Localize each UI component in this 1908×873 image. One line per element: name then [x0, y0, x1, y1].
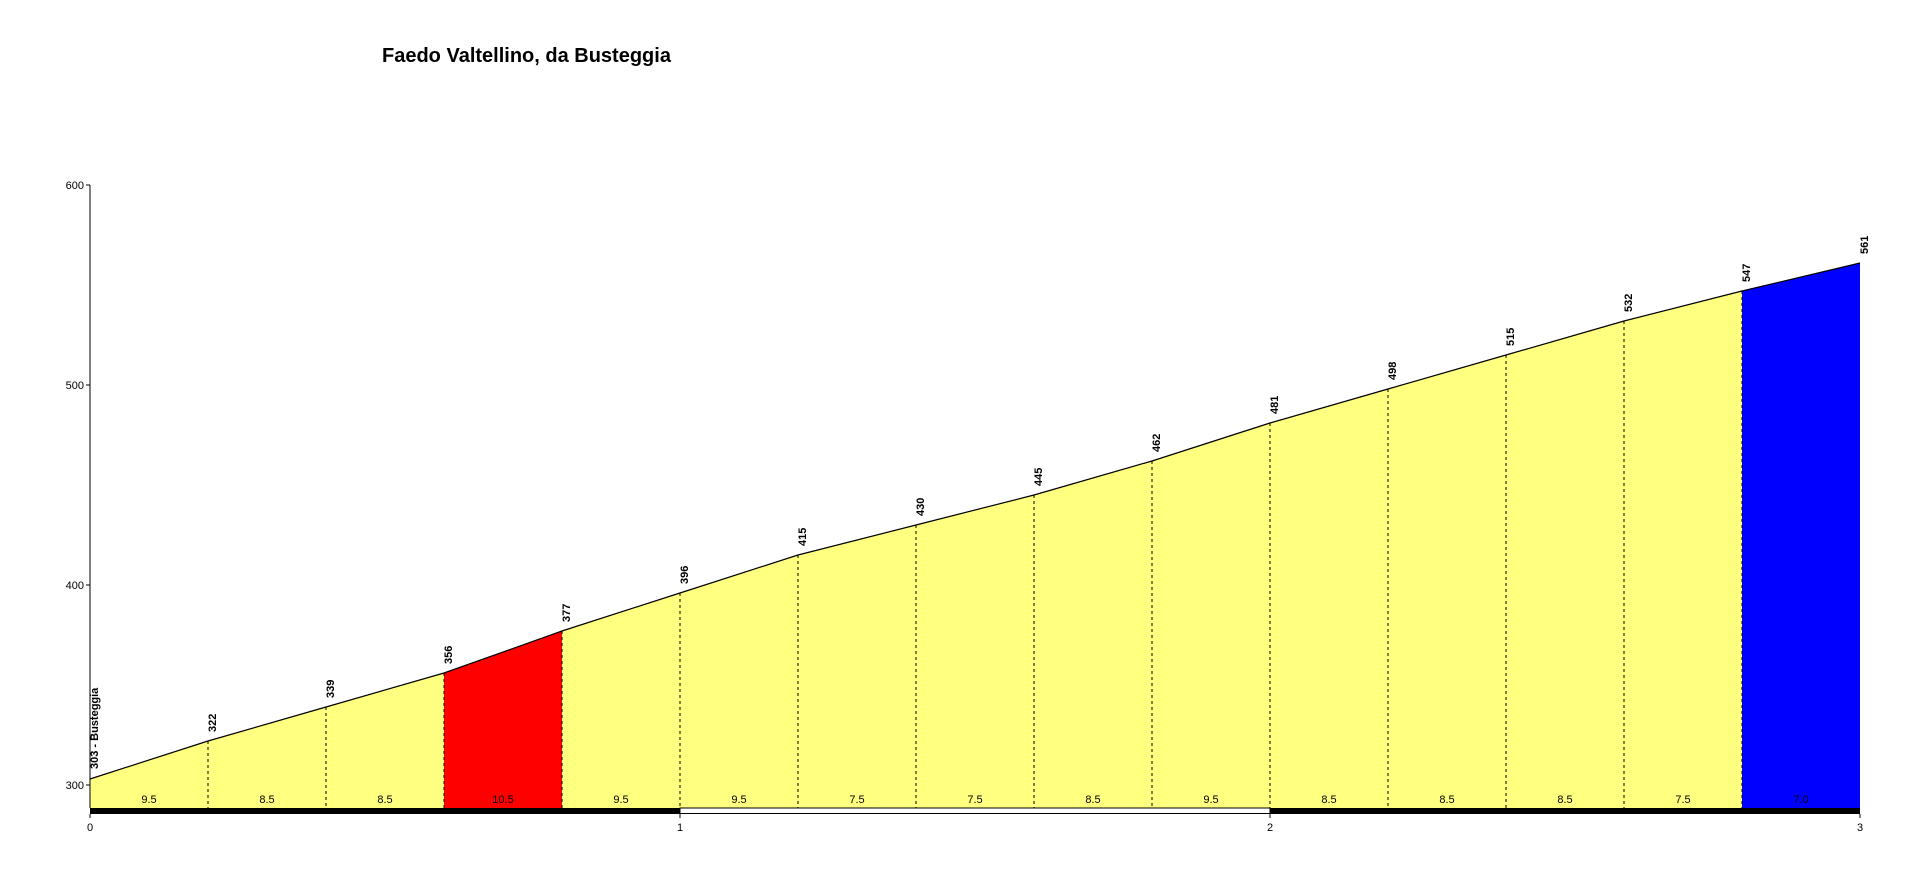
- profile-line: [89, 262, 1861, 780]
- elevation-label: 532: [1623, 294, 1635, 312]
- profile-segment: [326, 673, 444, 808]
- elevation-label: 445: [1033, 468, 1045, 486]
- elevation-label: 356: [443, 646, 455, 664]
- profile-segment: [1270, 389, 1388, 808]
- profile-segment: [1034, 461, 1152, 808]
- x-tick-label: 0: [87, 822, 93, 834]
- gradient-label: 7.5: [967, 794, 982, 806]
- gradient-label: 7.5: [1675, 794, 1690, 806]
- gradient-label: 7.0: [1793, 794, 1808, 806]
- profile-segment: [680, 555, 798, 808]
- gradient-label: 9.5: [731, 794, 746, 806]
- profile-segment: [1624, 291, 1742, 808]
- profile-segment: [444, 631, 562, 808]
- profile-segment: [1742, 263, 1860, 808]
- gradient-label: 8.5: [1439, 794, 1454, 806]
- elevation-label: 396: [679, 566, 691, 584]
- profile-segments: [90, 263, 1860, 808]
- x-tick-label: 3: [1857, 822, 1863, 834]
- elevation-label: 547: [1741, 264, 1753, 282]
- profile-segment: [562, 593, 680, 808]
- elevation-label: 462: [1151, 434, 1163, 452]
- elevation-label: 561: [1859, 236, 1871, 254]
- profile-outline: [89, 262, 1861, 780]
- x-tick-label: 2: [1267, 822, 1273, 834]
- elevation-label: 481: [1269, 396, 1281, 414]
- km-dividers: [207, 291, 1743, 808]
- elevation-label: 430: [915, 498, 927, 516]
- gradient-label: 9.5: [613, 794, 628, 806]
- elevation-label: 377: [561, 604, 573, 622]
- km-bar-segment: [90, 808, 680, 814]
- profile-segment: [1506, 321, 1624, 808]
- profile-segment: [916, 495, 1034, 808]
- gradient-label: 7.5: [849, 794, 864, 806]
- elevation-label: 515: [1505, 328, 1517, 346]
- elevation-label: 415: [797, 528, 809, 546]
- elevation-label: 322: [207, 714, 219, 732]
- gradient-label: 8.5: [1085, 794, 1100, 806]
- elevation-label: 498: [1387, 362, 1399, 380]
- axes: 300 400 500 600 0 1 2 3: [66, 180, 1863, 834]
- km-bar-segment: [679, 807, 1271, 814]
- y-tick-label: 500: [66, 380, 84, 392]
- gradient-label: 9.5: [1203, 794, 1218, 806]
- gradient-label: 9.5: [141, 794, 156, 806]
- km-bar-segment: [1270, 808, 1860, 814]
- start-label: 303 - Busteggia: [89, 687, 101, 769]
- gradient-label: 8.5: [1321, 794, 1336, 806]
- km-bar: [90, 807, 1860, 814]
- y-tick-label: 600: [66, 180, 84, 192]
- gradient-label: 8.5: [377, 794, 392, 806]
- profile-segment: [798, 525, 916, 808]
- gradient-label: 10.5: [492, 794, 513, 806]
- profile-segment: [90, 741, 208, 808]
- elevation-label: 339: [325, 680, 337, 698]
- x-tick-label: 1: [677, 822, 683, 834]
- gradient-label: 8.5: [259, 794, 274, 806]
- y-tick-label: 300: [66, 780, 84, 792]
- chart-title: Faedo Valtellino, da Busteggia: [382, 45, 672, 67]
- labels: 303 - Busteggia 322 339 356 377 396 415 430 445 4…: [89, 236, 1871, 806]
- profile-segment: [1152, 423, 1270, 808]
- profile-segment: [1388, 355, 1506, 808]
- profile-segment: [208, 707, 326, 808]
- y-tick-label: 400: [66, 580, 84, 592]
- gradient-label: 8.5: [1557, 794, 1572, 806]
